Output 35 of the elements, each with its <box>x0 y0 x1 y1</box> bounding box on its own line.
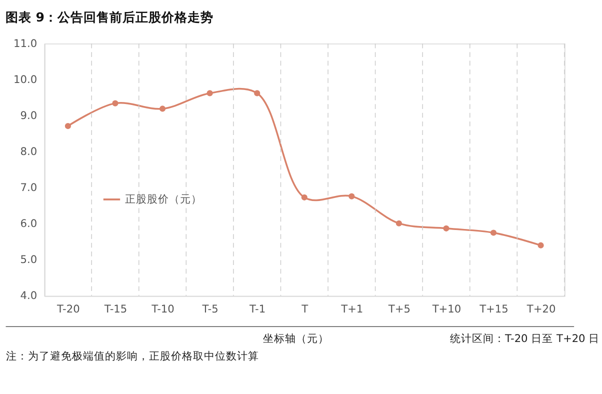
y-tick-label: 5.0 <box>20 254 38 266</box>
y-tick-label: 9.0 <box>20 110 38 122</box>
point <box>443 225 450 232</box>
point <box>490 230 497 236</box>
point <box>348 193 355 200</box>
point <box>396 220 402 226</box>
text: 统计区间：T-20 日至 T+20 日 <box>450 332 600 346</box>
legend-label: 正股股价（元） <box>125 193 202 206</box>
point <box>112 100 118 106</box>
x-tick-label: T+1 <box>340 304 364 316</box>
x-tick-label: T-5 <box>201 304 218 316</box>
point <box>538 242 544 248</box>
y-tick-label: 6.0 <box>20 218 38 230</box>
x-tick-label: T-15 <box>103 304 128 316</box>
point <box>254 90 260 96</box>
text: 坐标轴（元） <box>262 332 329 346</box>
x-tick-label: T-20 <box>56 304 80 316</box>
y-tick-label: 4.0 <box>20 290 38 302</box>
point <box>64 122 71 130</box>
point <box>159 106 166 112</box>
chart-title: 图表 9：公告回售前后正股价格走势 <box>5 9 214 24</box>
y-tick-label: 8.0 <box>20 146 38 158</box>
y-tick-label: 10.0 <box>14 74 38 86</box>
point <box>206 90 213 96</box>
y-tick-label: 11.0 <box>14 38 38 50</box>
point <box>301 194 308 200</box>
x-tick-label: T+20 <box>526 304 556 316</box>
x-tick-label: T-10 <box>150 304 175 316</box>
text: 注：为了避免极端值的影响，正股价格取中位数计算 <box>6 349 259 362</box>
x-tick-label: T <box>300 304 309 316</box>
y-tick-label: 7.0 <box>20 182 38 194</box>
x-tick-label: T-1 <box>248 304 266 316</box>
x-tick-label: T+5 <box>387 304 410 316</box>
x-tick-label: T+15 <box>478 304 508 316</box>
x-tick-label: T+10 <box>431 304 462 316</box>
